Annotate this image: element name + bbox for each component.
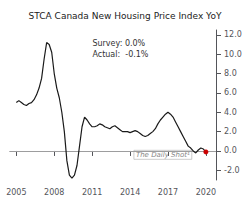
svg-text:Actual: -0.1%: Actual: -0.1% <box>92 50 148 59</box>
svg-text:4.0: 4.0 <box>224 108 237 117</box>
svg-text:2014: 2014 <box>120 188 140 197</box>
svg-text:Survey: 0.0%: Survey: 0.0% <box>92 39 145 48</box>
svg-text:2011: 2011 <box>82 188 102 197</box>
svg-text:The Daily Shot¹: The Daily Shot¹ <box>135 150 190 159</box>
svg-text:2005: 2005 <box>6 188 26 197</box>
svg-text:2017: 2017 <box>158 188 178 197</box>
svg-text:0.0: 0.0 <box>224 146 237 155</box>
svg-text:2.0: 2.0 <box>224 127 237 136</box>
svg-text:8.0: 8.0 <box>224 69 237 78</box>
svg-text:2020: 2020 <box>196 188 216 197</box>
svg-text:STCA Canada New Housing Price: STCA Canada New Housing Price Index YoY <box>29 11 222 21</box>
svg-text:2008: 2008 <box>44 188 64 197</box>
svg-text:12.0: 12.0 <box>224 30 242 39</box>
svg-text:-2.0: -2.0 <box>224 166 240 175</box>
svg-text:10.0: 10.0 <box>224 50 242 59</box>
svg-text:6.0: 6.0 <box>224 88 237 97</box>
